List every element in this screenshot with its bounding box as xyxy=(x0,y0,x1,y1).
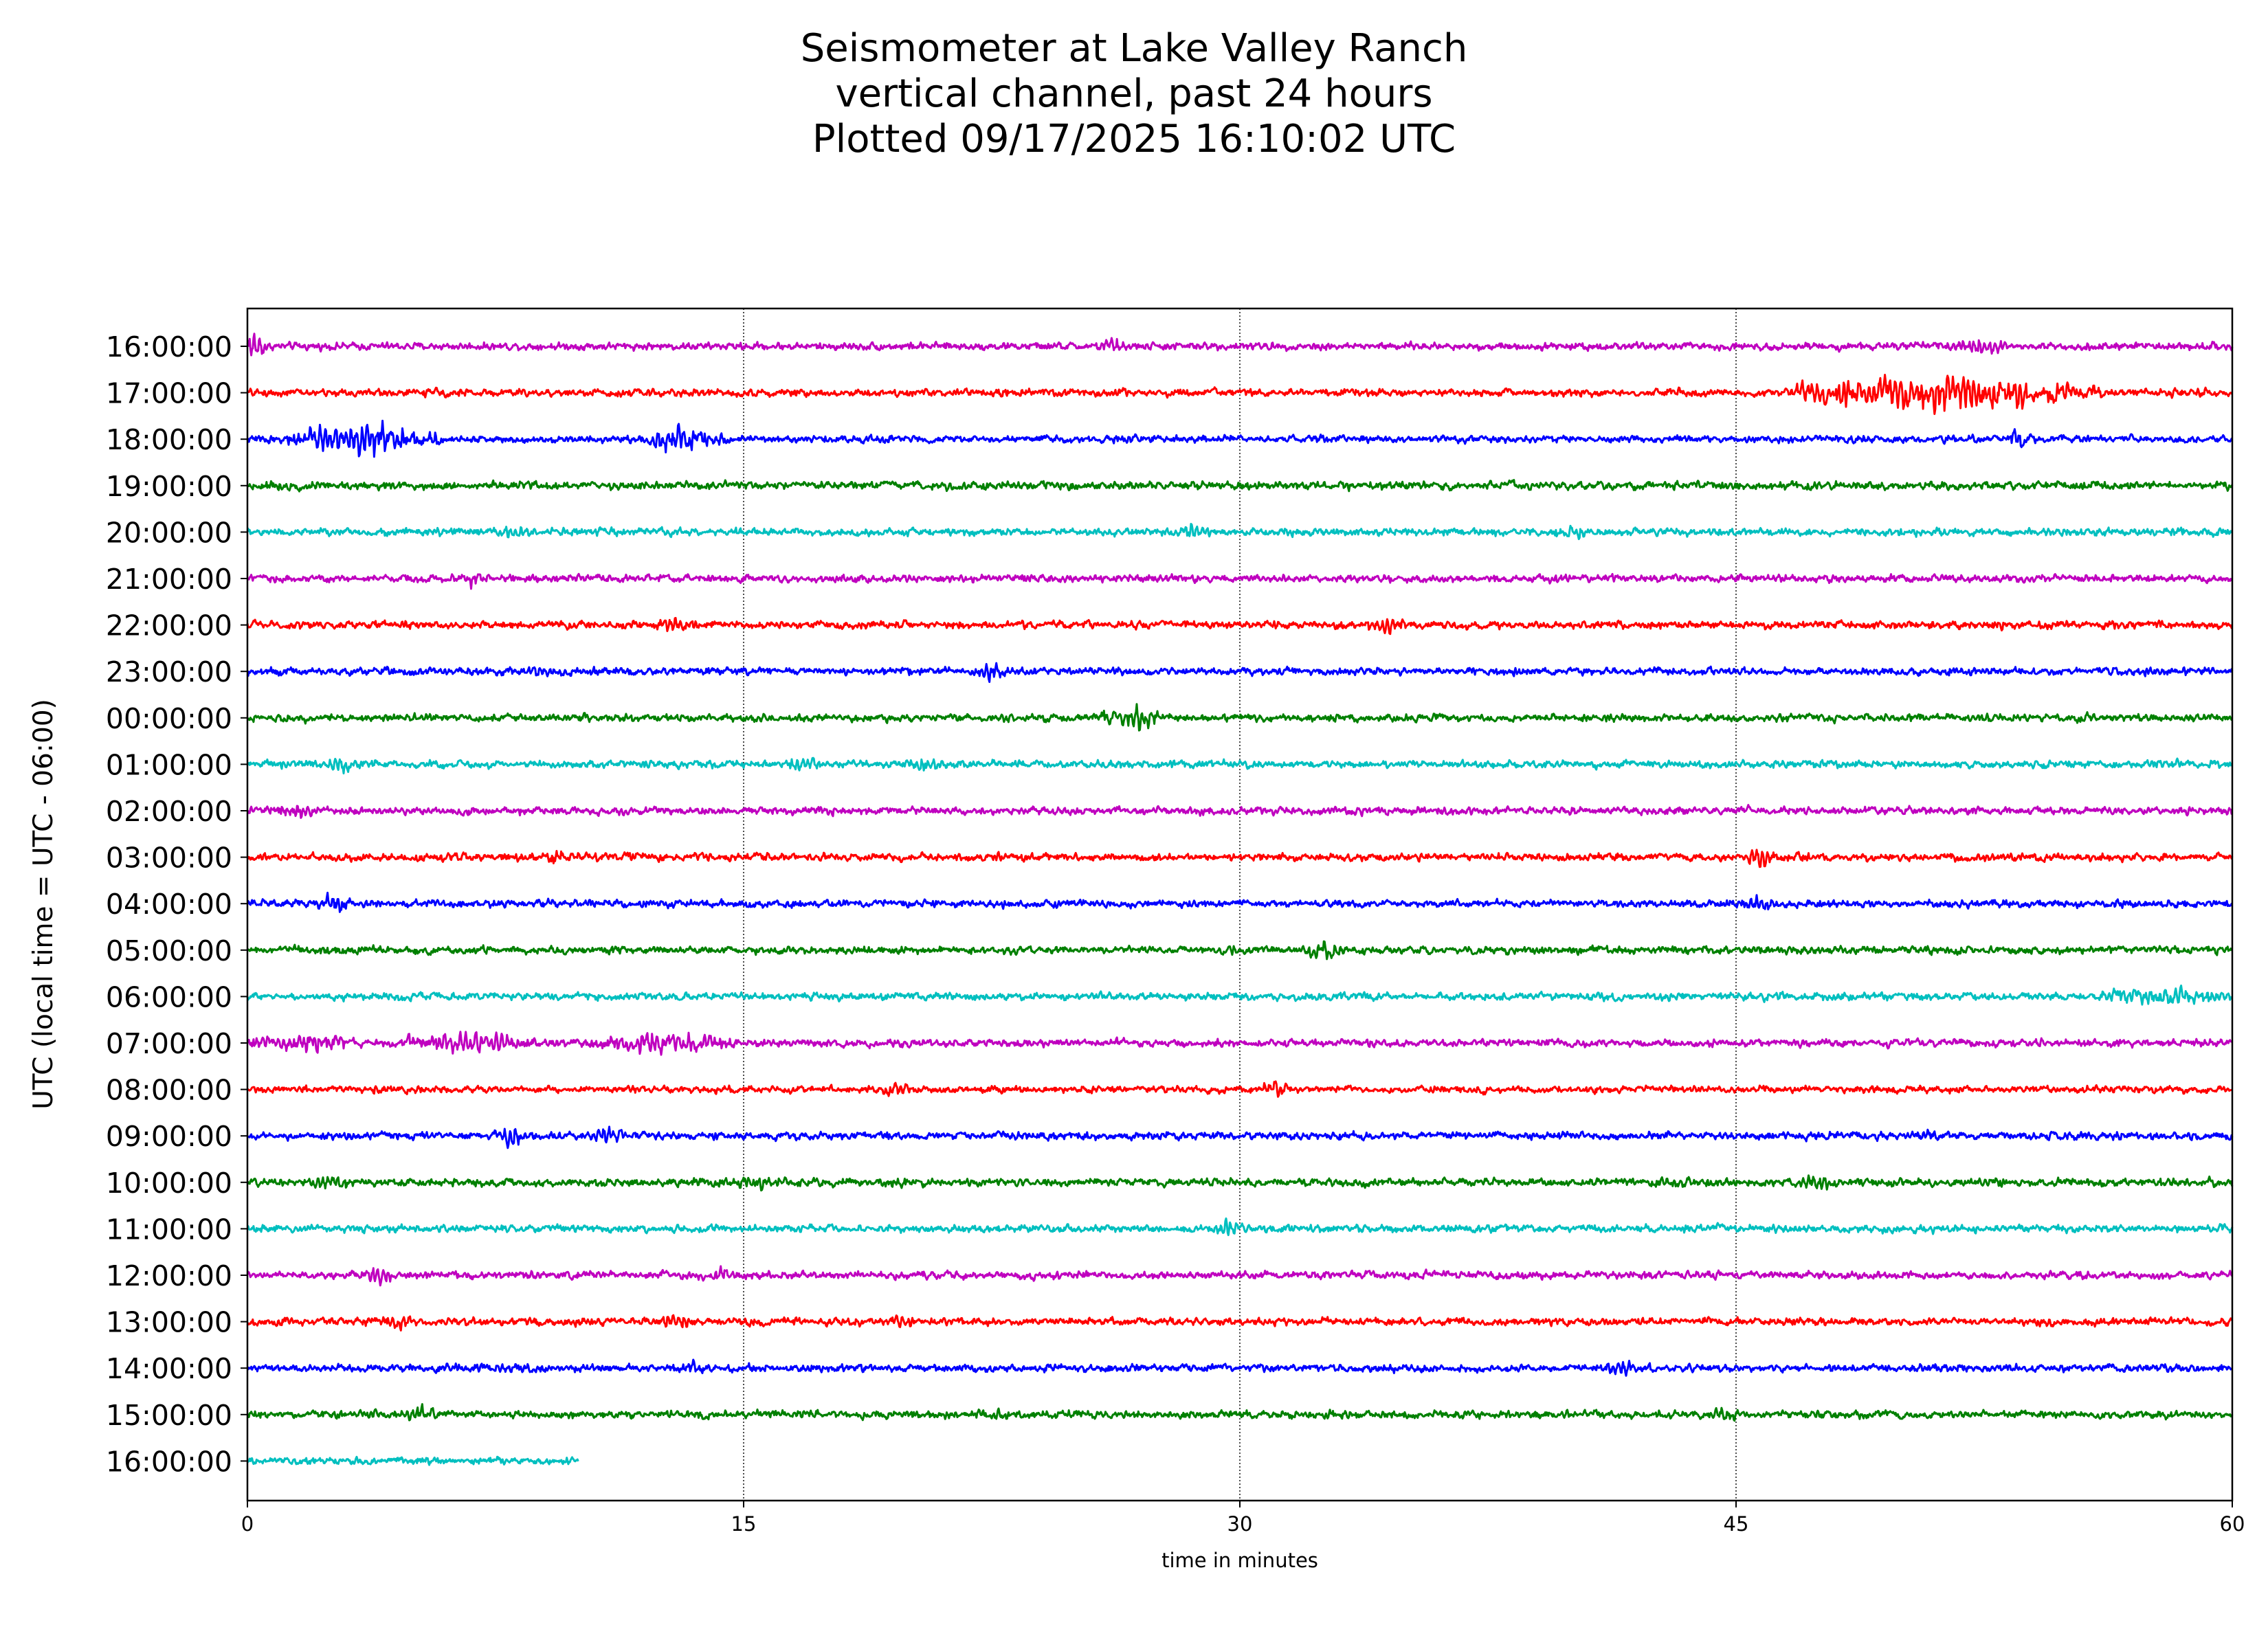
trace-090000-17 xyxy=(247,1125,2234,1149)
y-tick-label: 17:00:00 xyxy=(106,377,232,410)
trace-180000-2 xyxy=(247,419,2234,458)
trace-200000-4 xyxy=(246,523,2233,541)
x-tick-label: 15 xyxy=(731,1512,757,1536)
x-axis-ticks: 0 15 30 45 60 xyxy=(241,1501,2245,1536)
trace-190000-3 xyxy=(247,479,2234,493)
y-tick-label: 01:00:00 xyxy=(106,748,232,781)
trace-230000-7 xyxy=(246,662,2234,683)
y-tick-label: 19:00:00 xyxy=(106,470,232,503)
y-tick-label: 12:00:00 xyxy=(106,1259,232,1292)
y-tick-label: 10:00:00 xyxy=(106,1167,232,1200)
gridlines xyxy=(743,309,1737,1501)
y-tick-label: 06:00:00 xyxy=(106,980,232,1013)
y-tick-label: 20:00:00 xyxy=(106,516,232,549)
y-tick-label: 03:00:00 xyxy=(106,842,232,875)
title-line-plotted: Plotted 09/17/2025 16:10:02 UTC xyxy=(812,117,1456,161)
y-tick-label: 16:00:00 xyxy=(106,330,232,363)
y-tick-label: 08:00:00 xyxy=(106,1074,232,1107)
y-tick-label: 04:00:00 xyxy=(106,888,232,921)
trace-060000-14 xyxy=(246,984,2233,1006)
trace-210000-5 xyxy=(247,572,2233,590)
trace-140000-22 xyxy=(246,1358,2234,1377)
y-tick-label: 18:00:00 xyxy=(106,423,232,456)
trace-100000-18 xyxy=(247,1174,2234,1192)
y-tick-label: 07:00:00 xyxy=(106,1027,232,1060)
trace-080000-16 xyxy=(247,1080,2233,1098)
y-tick-label: 21:00:00 xyxy=(106,563,232,596)
seismic-traces xyxy=(246,333,2234,1466)
title-line-channel: vertical channel, past 24 hours xyxy=(835,71,1433,116)
trace-160000-0 xyxy=(246,333,2234,357)
y-tick-label: 02:00:00 xyxy=(106,795,232,828)
x-tick-label: 0 xyxy=(241,1512,254,1536)
y-axis-label: UTC (local time = UTC - 06:00) xyxy=(28,699,59,1110)
y-tick-label: 13:00:00 xyxy=(106,1306,232,1339)
trace-010000-9 xyxy=(247,756,2234,775)
y-tick-label: 23:00:00 xyxy=(106,655,232,688)
y-tick-label: 05:00:00 xyxy=(106,934,232,967)
x-tick-label: 60 xyxy=(2220,1512,2245,1536)
y-tick-label: 09:00:00 xyxy=(106,1120,232,1153)
trace-110000-19 xyxy=(246,1217,2234,1237)
trace-130000-21 xyxy=(246,1314,2234,1332)
trace-070000-15 xyxy=(246,1031,2233,1056)
x-axis-label: time in minutes xyxy=(1161,1549,1318,1572)
trace-220000-6 xyxy=(246,616,2233,636)
chart-title: Seismometer at Lake Valley Ranch vertica… xyxy=(0,26,2268,162)
title-line-station: Seismometer at Lake Valley Ranch xyxy=(800,26,1468,71)
y-tick-label: 15:00:00 xyxy=(106,1399,232,1432)
y-tick-label: 00:00:00 xyxy=(106,702,232,735)
trace-020000-10 xyxy=(247,804,2234,819)
trace-120000-20 xyxy=(246,1265,2234,1287)
x-tick-label: 30 xyxy=(1227,1512,1253,1536)
trace-000000-8 xyxy=(247,703,2233,732)
trace-050000-13 xyxy=(246,940,2234,961)
y-tick-label: 22:00:00 xyxy=(106,609,232,642)
trace-160000-24 xyxy=(246,1455,579,1466)
y-tick-label: 11:00:00 xyxy=(106,1213,232,1246)
trace-030000-11 xyxy=(246,849,2234,868)
x-tick-label: 45 xyxy=(1724,1512,1749,1536)
y-tick-label: 14:00:00 xyxy=(106,1352,232,1385)
trace-040000-12 xyxy=(246,891,2233,913)
trace-150000-23 xyxy=(247,1403,2234,1422)
trace-170000-1 xyxy=(246,374,2233,415)
y-axis-ticks: 16:00:00 17:00:00 18:00:00 19:00:00 20:00:00… xyxy=(106,330,247,1478)
y-tick-label: 16:00:00 xyxy=(106,1445,232,1478)
